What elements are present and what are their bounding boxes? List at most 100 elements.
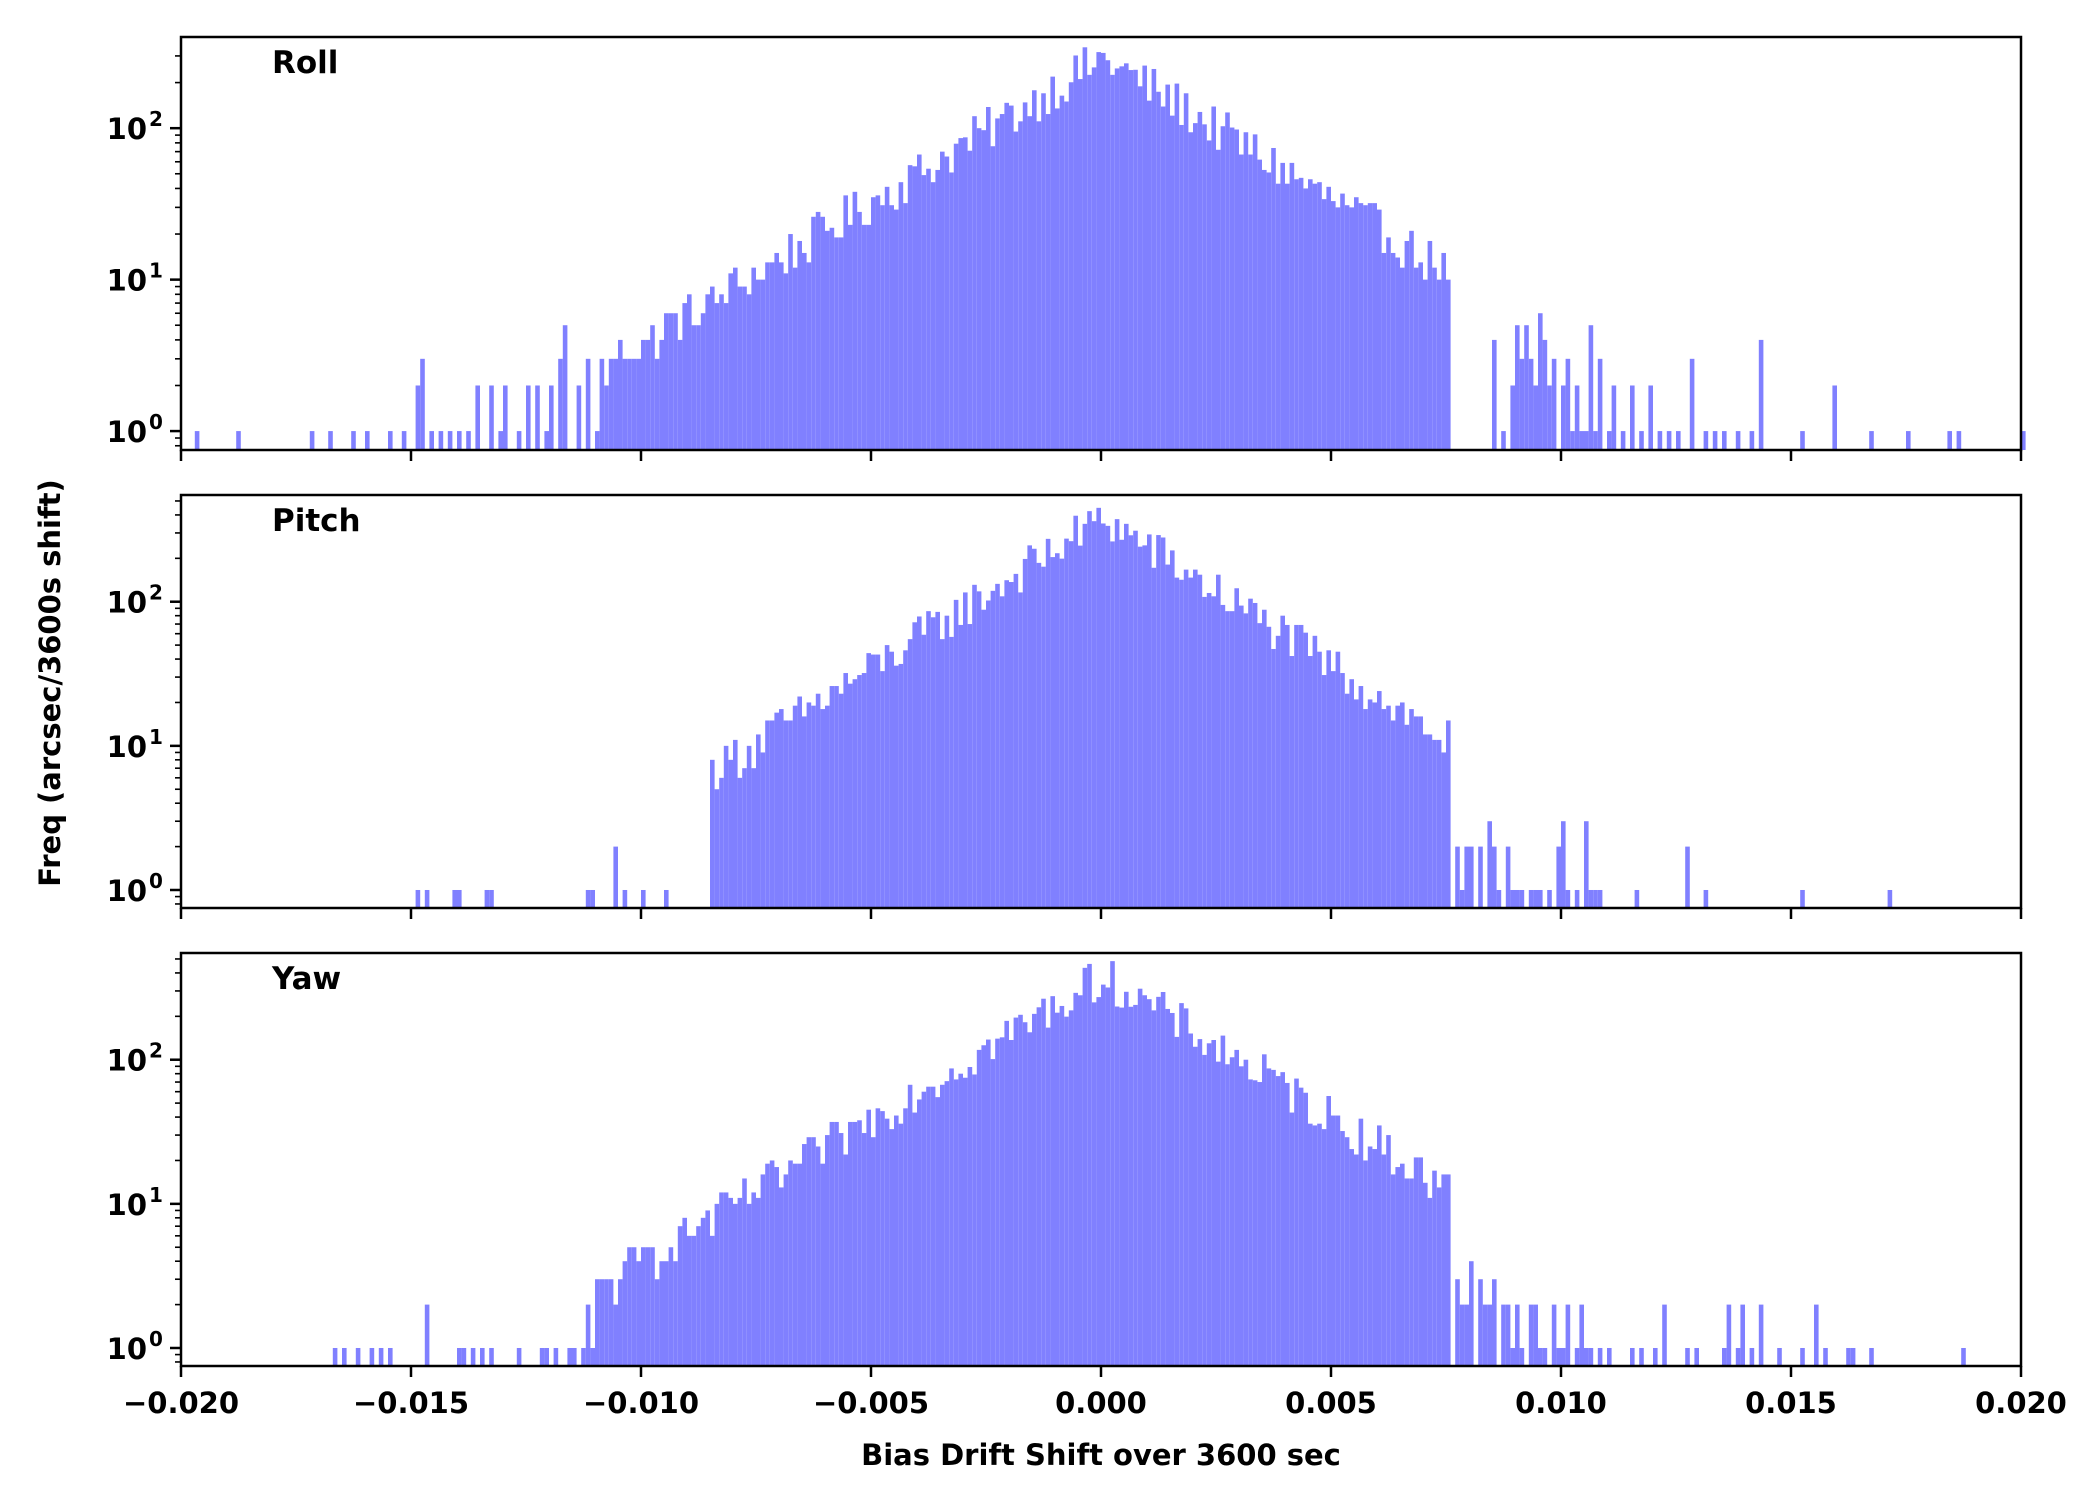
histogram-bar — [1814, 1304, 1819, 1366]
histogram-bar — [457, 1347, 462, 1366]
histogram-bar — [1459, 1304, 1465, 1366]
histogram-bar — [1036, 562, 1042, 908]
histogram-bar — [1446, 720, 1451, 908]
histogram-bar — [1101, 984, 1106, 1366]
histogram-bar — [1124, 63, 1129, 451]
histogram-bar — [1032, 1013, 1037, 1366]
histogram-bar — [769, 1160, 775, 1366]
histogram-bar — [1556, 1347, 1561, 1366]
histogram-bar — [802, 252, 807, 450]
histogram-bar — [1229, 611, 1235, 908]
histogram-bar — [1091, 1002, 1097, 1366]
y-minor-ticks — [175, 500, 181, 905]
histogram-bar — [1262, 1054, 1267, 1366]
histogram-bar — [1542, 339, 1548, 450]
histogram-bar — [1073, 55, 1078, 450]
histogram-bar — [746, 294, 752, 450]
histogram-bar — [1381, 252, 1387, 450]
histogram-bar — [1505, 1304, 1511, 1366]
histogram-bar — [1413, 716, 1419, 908]
y-tick-label: 10 — [107, 1188, 147, 1222]
histogram-bar — [861, 224, 867, 450]
histogram-bar — [627, 1247, 632, 1366]
histogram-bar — [843, 1154, 848, 1366]
histogram-bar — [1464, 1304, 1469, 1366]
histogram-bar — [912, 1112, 917, 1366]
histogram-bar — [1515, 1304, 1520, 1366]
histogram-bar — [1009, 105, 1014, 450]
histogram-bar — [1289, 1112, 1295, 1366]
histogram-bar — [1156, 535, 1161, 908]
histogram-bar — [737, 777, 743, 908]
histogram-bar — [1579, 1304, 1584, 1366]
histogram-bar — [1078, 79, 1083, 450]
histogram-bar — [696, 325, 701, 450]
histogram-bar — [1427, 240, 1433, 450]
histogram-bar — [1524, 325, 1529, 450]
histogram-bar — [627, 358, 632, 450]
histogram-bar — [1947, 431, 1952, 450]
histogram-bar — [884, 186, 890, 450]
histogram-bar — [1206, 592, 1212, 908]
histogram-bar — [1027, 1032, 1032, 1366]
histogram-bar — [567, 1347, 572, 1366]
histogram-bar — [1206, 140, 1212, 450]
histogram-bar — [1432, 739, 1437, 908]
histogram-bar — [1478, 1279, 1483, 1366]
histogram-bar — [1436, 1187, 1442, 1366]
histogram-bar — [1004, 580, 1009, 908]
histogram-bar — [1528, 358, 1534, 450]
histogram-bar — [1395, 705, 1400, 908]
histogram-bar — [687, 294, 692, 450]
histogram-bar — [857, 1120, 862, 1366]
histogram-bar — [953, 1079, 959, 1366]
histogram-bar — [1326, 1096, 1331, 1366]
histogram-bar — [981, 1045, 986, 1366]
y-tick-label: 10 — [107, 415, 147, 449]
histogram-bar — [756, 734, 761, 908]
histogram-bar — [710, 759, 715, 908]
histogram-bar — [866, 1109, 871, 1366]
histogram-bar — [838, 693, 844, 908]
y-tick-label: 10 — [107, 1332, 147, 1366]
histogram-bar — [654, 1279, 660, 1366]
histogram-bar — [1257, 623, 1262, 908]
histogram-bar — [944, 156, 950, 450]
histogram-bar — [1229, 127, 1235, 450]
histogram-bar — [875, 195, 881, 450]
histogram-bar — [742, 768, 747, 908]
histogram-bar — [1298, 1087, 1304, 1366]
histogram-bar — [783, 1174, 789, 1366]
histogram-bar — [765, 720, 770, 908]
histogram-bar — [424, 1304, 430, 1366]
histogram-bar — [1584, 1347, 1589, 1366]
histogram-bar — [1588, 889, 1594, 908]
histogram-bar — [1202, 1054, 1207, 1366]
histogram-bar — [1041, 566, 1046, 908]
histogram-bar — [811, 1137, 816, 1366]
histogram-bar — [976, 591, 982, 908]
histogram-bar — [1105, 987, 1111, 1366]
histogram-bar — [664, 313, 669, 450]
histogram-bar — [1561, 821, 1566, 908]
histogram-bar — [926, 168, 931, 450]
histogram-bar — [907, 1084, 913, 1366]
histogram-bar — [871, 197, 876, 450]
histogram-bar — [673, 1261, 678, 1366]
histogram-bar — [1321, 675, 1327, 908]
histogram-bar — [1735, 431, 1741, 450]
histogram-bar — [664, 889, 669, 908]
histogram-bar — [930, 1086, 936, 1366]
histogram-bar — [1137, 988, 1143, 1366]
histogram-bar — [995, 1038, 1000, 1366]
histogram-bar — [1722, 431, 1727, 450]
histogram-bar — [1197, 574, 1203, 908]
histogram-bar — [1225, 112, 1230, 451]
histogram-bar — [1533, 1304, 1538, 1366]
histogram-bar — [641, 339, 646, 450]
histogram-bar — [949, 172, 954, 450]
histogram-bar — [1119, 66, 1124, 450]
bars-yaw — [332, 961, 1966, 1366]
x-tick-label: −0.010 — [583, 1386, 699, 1420]
